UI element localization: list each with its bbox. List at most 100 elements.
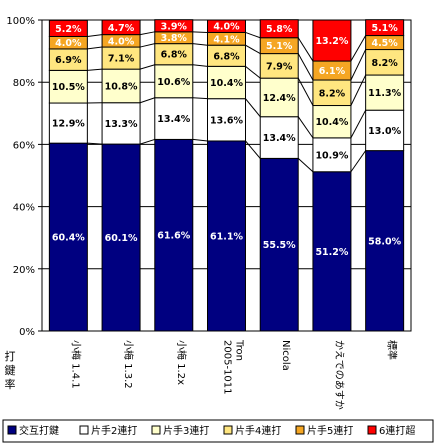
legend-box — [2, 419, 434, 443]
bar-segment — [48, 142, 88, 332]
data-label: 6.9% — [55, 55, 82, 66]
bar-segment — [48, 69, 88, 104]
bar-segment — [101, 68, 141, 104]
legend-swatch — [295, 425, 305, 435]
bar-segment — [101, 143, 141, 332]
data-label: 5.1% — [371, 23, 398, 34]
y-axis-label: 打 — [5, 349, 16, 363]
y-tick-label: 40% — [13, 203, 35, 214]
category-label: 2005-1011 — [222, 340, 233, 395]
series-line — [350, 35, 367, 62]
data-label: 10.4% — [210, 78, 243, 89]
series-line — [297, 77, 314, 106]
series-line — [350, 49, 367, 81]
y-tick-label: 0% — [19, 327, 35, 338]
data-label: 13.0% — [368, 126, 401, 137]
series-line — [350, 150, 367, 173]
bar-segment — [312, 19, 352, 62]
data-label: 58.0% — [368, 236, 401, 247]
data-label: 13.6% — [210, 115, 243, 126]
bar-segment — [365, 19, 405, 37]
x-axis-categories: 小梅 1.4.1 小梅 1.3.2 小梅 1.2x 2005-1011 Tron Nico… — [69, 339, 398, 410]
bar-segment — [259, 19, 299, 39]
y-tick-label: 20% — [13, 265, 35, 276]
legend-swatch — [151, 425, 161, 435]
bar-segment — [48, 19, 88, 37]
y-axis-label: 打鍵率 — [5, 349, 16, 391]
data-label: 6.8% — [213, 51, 240, 62]
series-line — [139, 64, 155, 70]
bar-segment — [207, 65, 246, 100]
data-label: 5.2% — [55, 24, 82, 35]
data-label: 60.1% — [105, 233, 138, 244]
data-label: 10.6% — [157, 77, 190, 88]
legend: 交互打鍵 片手2連打 片手3連打 片手4連打 片手5連打 6連打超 — [2, 419, 434, 443]
bar-segment — [259, 53, 299, 79]
data-label: 55.5% — [263, 240, 296, 251]
data-label: 10.9% — [315, 150, 348, 161]
bar-segment — [259, 157, 299, 332]
series-line — [139, 43, 155, 48]
bar-segment — [312, 79, 352, 107]
category-label: 小梅 1.4.1 — [69, 340, 82, 389]
data-label: 3.9% — [161, 21, 188, 32]
legend-label: 片手2連打 — [91, 424, 137, 437]
series-line — [297, 158, 314, 173]
bar-segment — [154, 138, 194, 332]
data-label: 60.4% — [52, 233, 85, 244]
data-label: 4.0% — [55, 38, 82, 49]
y-tick-label: 60% — [13, 140, 35, 151]
bar-segment — [207, 140, 246, 332]
y-tick-label: 80% — [13, 78, 35, 89]
series-line — [87, 34, 103, 37]
bar-segment — [154, 97, 194, 140]
data-label: 5.1% — [266, 41, 293, 52]
series-line — [350, 109, 367, 139]
series-line — [297, 37, 314, 62]
legend-swatch — [223, 425, 233, 435]
legend-swatch — [7, 425, 17, 435]
series-line — [297, 116, 314, 139]
legend-label: 6連打超 — [379, 424, 415, 437]
legend-label: 交互打鍵 — [19, 424, 59, 437]
bar-segment — [207, 98, 246, 142]
data-label: 12.9% — [52, 119, 85, 130]
category-label: 標準 — [386, 340, 399, 360]
series-line — [192, 43, 208, 46]
series-line — [87, 68, 103, 71]
bar-segment — [207, 19, 246, 33]
bar-segment — [154, 19, 194, 33]
data-label: 3.8% — [161, 33, 188, 44]
category-label: かえでのあすか — [333, 340, 345, 410]
data-label: 4.1% — [213, 34, 240, 45]
bar-segment — [365, 150, 405, 332]
data-label: 10.4% — [315, 117, 348, 128]
series-line — [192, 97, 208, 100]
series-line — [350, 74, 367, 106]
data-label: 13.4% — [157, 114, 190, 125]
bar-segment — [101, 19, 141, 36]
y-tick-label: 100% — [6, 16, 35, 27]
data-label: 61.6% — [157, 231, 190, 242]
data-label: 4.7% — [108, 23, 135, 34]
data-label: 7.9% — [266, 61, 293, 72]
series-line — [245, 65, 261, 79]
category-label: Nicola — [280, 340, 291, 371]
data-label: 11.3% — [368, 88, 401, 99]
data-label: 12.4% — [263, 93, 296, 104]
bar-segment — [259, 116, 299, 159]
data-label: 13.3% — [105, 119, 138, 130]
series-line — [87, 46, 103, 50]
category-label: 小梅 1.3.2 — [122, 340, 135, 389]
data-label: 10.8% — [105, 81, 138, 92]
data-label: 5.8% — [266, 24, 293, 35]
series-line — [87, 142, 103, 145]
data-label: 4.0% — [108, 36, 135, 47]
data-label: 4.5% — [371, 38, 398, 49]
bars — [48, 19, 405, 332]
data-label: 13.4% — [263, 133, 296, 144]
data-label: 10.5% — [52, 82, 85, 93]
data-label: 4.0% — [213, 22, 240, 33]
bar-segment — [365, 109, 405, 152]
legend-swatch — [367, 425, 377, 435]
